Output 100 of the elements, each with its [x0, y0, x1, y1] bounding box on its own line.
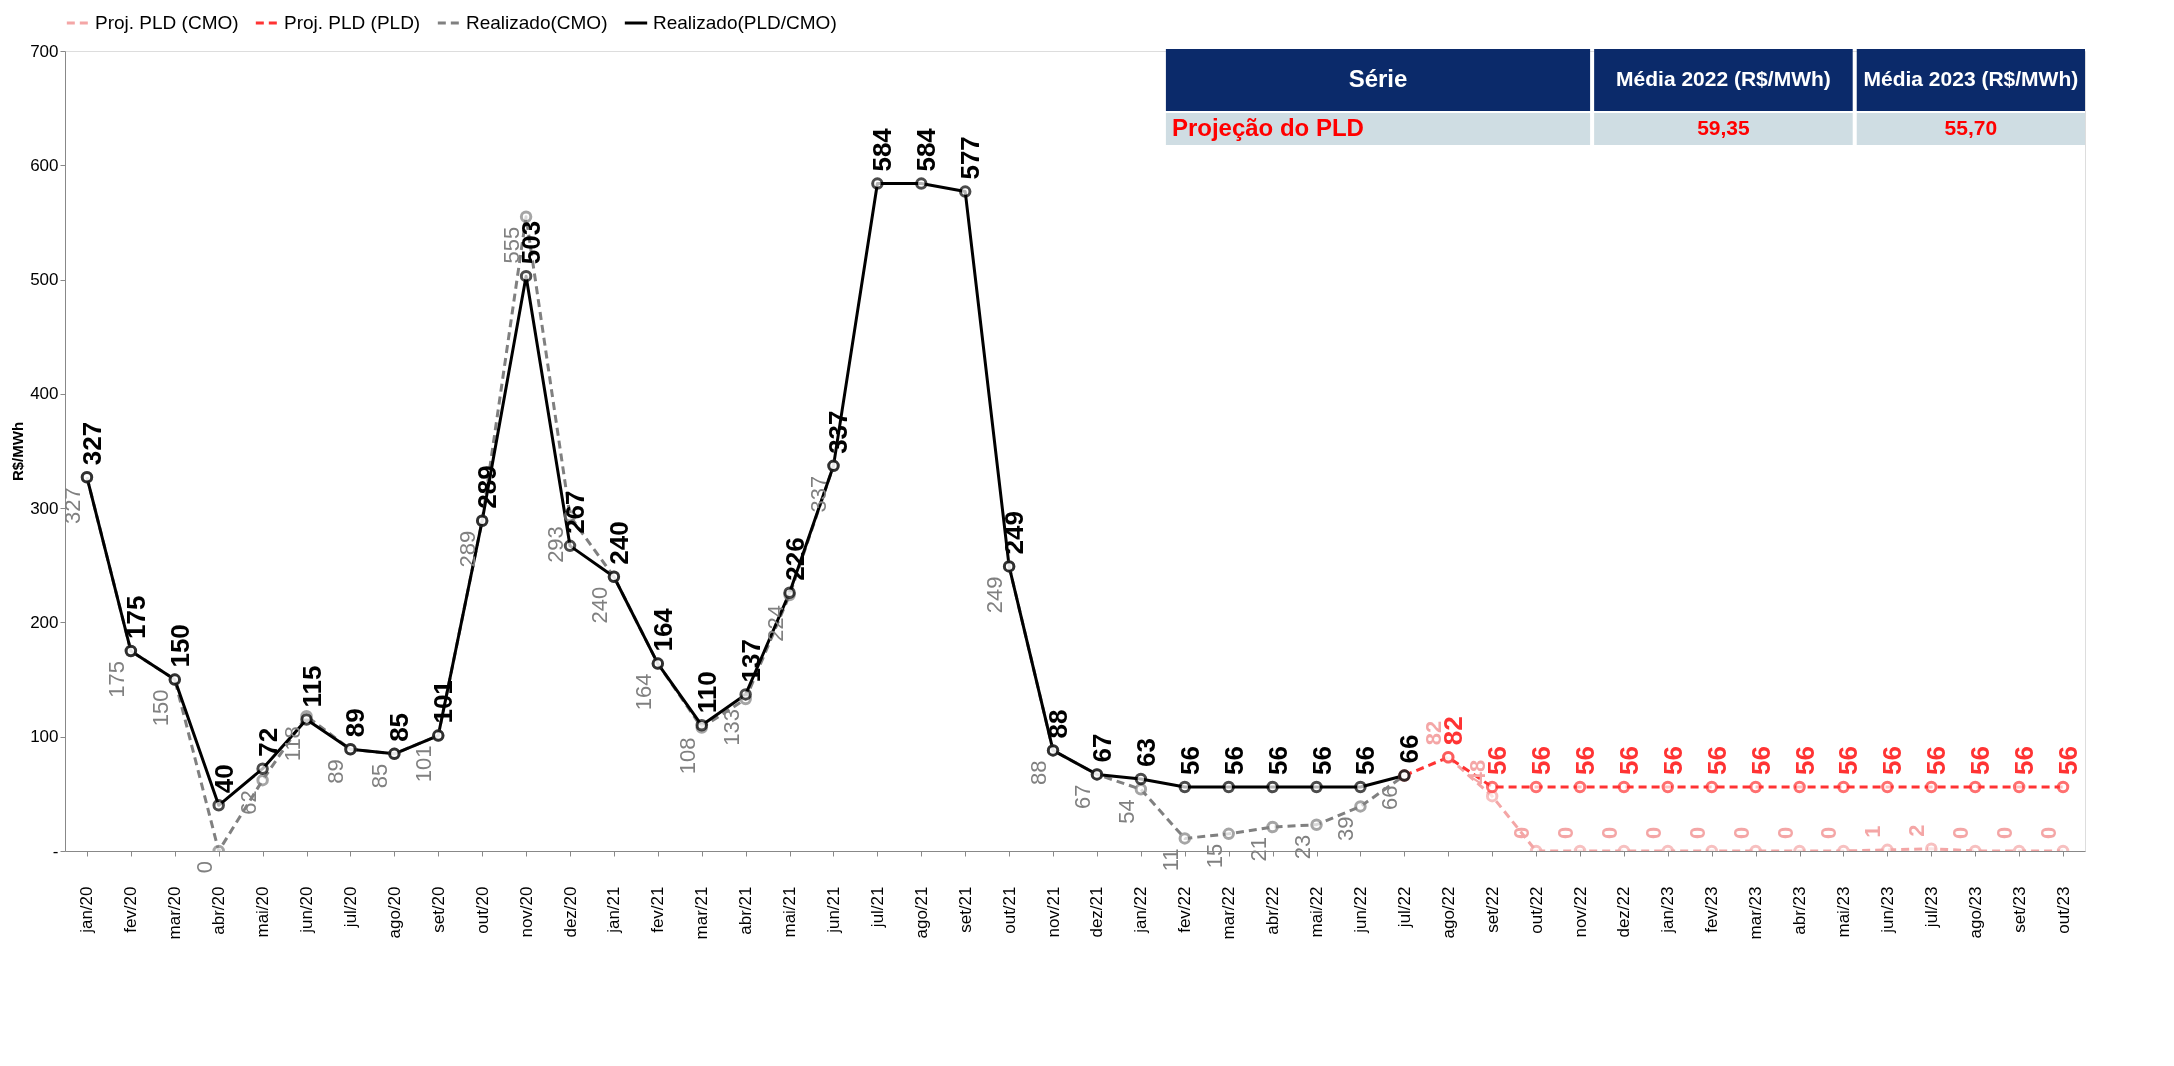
y-tick-label: 100	[30, 727, 59, 747]
x-tick-label: ago/20	[384, 886, 404, 939]
data-label: 40	[208, 764, 239, 794]
x-tick-label: jan/23	[1658, 886, 1678, 934]
x-tick-label: jan/22	[1131, 886, 1151, 934]
x-tick-label: mai/20	[253, 886, 273, 938]
x-tick-label: nov/20	[516, 886, 536, 938]
data-label: 249	[982, 576, 1008, 614]
x-tick-label: ago/23	[1965, 886, 1985, 939]
data-label: 54	[1113, 799, 1139, 824]
data-label: 0	[1684, 826, 1710, 839]
y-tick-label: 300	[30, 498, 59, 518]
x-tick-label: nov/22	[1570, 886, 1590, 938]
data-label: 150	[164, 624, 195, 668]
x-tick-label: abr/20	[209, 886, 229, 935]
x-tick-label: dez/22	[1614, 886, 1634, 938]
x-tick-label: out/22	[1526, 886, 1546, 934]
data-label: 56	[2009, 746, 2040, 775]
data-label: 0	[1640, 826, 1666, 839]
data-label: 56	[2053, 746, 2084, 775]
x-tick-label: jul/21	[867, 886, 887, 929]
data-label: 56	[1350, 746, 1381, 775]
data-label: 56	[1174, 746, 1205, 775]
x-tick-label: nov/21	[1043, 886, 1063, 938]
data-label: 0	[1728, 826, 1754, 839]
data-label: 164	[630, 673, 656, 711]
x-tick-label: dez/20	[560, 886, 580, 938]
data-label: 67	[1086, 733, 1117, 763]
data-label: 89	[340, 708, 371, 738]
data-label: 101	[411, 745, 437, 783]
annotation: Média 2023 (R$/MWh)	[1863, 67, 2079, 90]
data-label: 56	[1965, 746, 1996, 775]
data-label: 0	[1772, 826, 1798, 839]
data-label: 224	[762, 605, 788, 642]
y-tick-label: 500	[30, 270, 59, 290]
x-tick-label: set/23	[2009, 886, 2029, 933]
data-label: 240	[603, 521, 634, 565]
x-tick-label: jun/22	[1350, 886, 1370, 934]
data-label: 56	[1570, 746, 1600, 775]
x-tick-label: jul/20	[340, 886, 360, 929]
x-tick-label: mar/21	[692, 886, 712, 940]
data-label: 0	[1553, 826, 1578, 839]
data-label: 289	[455, 530, 481, 568]
data-label: 0	[1992, 826, 2018, 839]
data-label: 56	[1218, 746, 1249, 775]
data-label: 56	[1877, 746, 1908, 775]
x-tick-label: jun/21	[823, 886, 843, 934]
legend-label: Realizado(PLD/CMO)	[653, 12, 837, 33]
y-tick-label: 400	[30, 384, 59, 404]
data-label: 337	[806, 475, 832, 513]
data-label: 56	[1306, 746, 1337, 775]
data-label: 89	[323, 759, 349, 784]
x-tick-label: fev/20	[121, 886, 141, 933]
x-tick-label: abr/23	[1790, 886, 1810, 935]
x-tick-label: fev/21	[648, 886, 668, 933]
data-label: 88	[1026, 760, 1052, 785]
x-tick-label: set/20	[428, 886, 448, 933]
y-tick-label: 700	[30, 41, 59, 61]
data-label: 56	[1613, 746, 1644, 775]
data-label: 56	[1745, 746, 1776, 775]
data-label: 23	[1289, 834, 1315, 860]
data-label: 164	[647, 607, 678, 652]
data-label: 15	[1201, 843, 1227, 869]
data-label: 21	[1245, 837, 1271, 862]
data-label: 39	[1333, 816, 1359, 841]
y-axis-title: R$/MWh	[9, 421, 27, 482]
x-tick-label: fev/22	[1175, 886, 1195, 933]
data-label: 56	[1789, 746, 1820, 775]
annotation: Projeção do PLD	[1171, 114, 1364, 141]
data-label: 150	[147, 689, 173, 727]
data-label: 85	[384, 712, 415, 742]
x-tick-label: jun/20	[297, 886, 317, 934]
data-label: 56	[1657, 746, 1688, 775]
x-tick-label: mar/23	[1746, 886, 1766, 940]
data-label: 0	[2036, 826, 2062, 839]
x-tick-label: set/22	[1482, 886, 1502, 933]
x-tick-label: out/20	[472, 886, 492, 934]
data-label: 66	[1394, 734, 1425, 764]
x-tick-label: abr/21	[736, 886, 756, 935]
data-label: 2	[1904, 824, 1930, 837]
annotation: Série	[1348, 65, 1408, 92]
data-label: 66	[1377, 785, 1403, 811]
data-label: 11	[1157, 848, 1183, 872]
data-label: 56	[1262, 746, 1293, 775]
data-label: 56	[1701, 746, 1732, 775]
legend-label: Realizado(CMO)	[466, 12, 608, 33]
x-tick-label: mai/21	[780, 886, 800, 938]
x-tick-label: mai/22	[1307, 886, 1327, 938]
data-label: 175	[120, 595, 151, 639]
data-label: 108	[674, 737, 700, 775]
x-tick-label: out/23	[2053, 886, 2073, 934]
x-tick-label: dez/21	[1087, 886, 1107, 938]
data-label: 1	[1860, 825, 1886, 838]
data-label: 63	[1130, 738, 1161, 767]
x-tick-label: abr/22	[1263, 886, 1283, 935]
annotation: Média 2022 (R$/MWh)	[1616, 67, 1831, 90]
data-label: 327	[76, 421, 107, 466]
data-label: 327	[59, 487, 85, 524]
data-label: 175	[103, 661, 129, 698]
x-tick-label: jul/23	[1921, 886, 1941, 929]
